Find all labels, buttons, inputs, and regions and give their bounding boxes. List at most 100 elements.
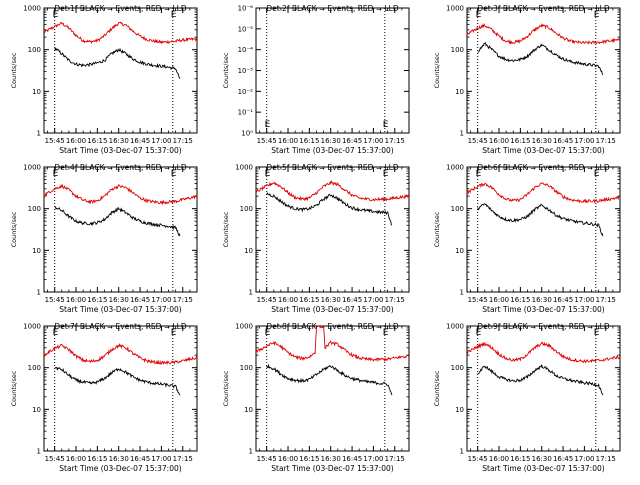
panel-title: Det 9f BLACK = Events, RED = LLD [477, 322, 610, 331]
plot-frame [43, 325, 198, 452]
y-tick-label: 10⁻⁶ [238, 5, 254, 13]
x-axis-label: Start Time (03-Dec-07 15:37:00) [482, 146, 604, 155]
x-tick-label: 17:00 [574, 296, 594, 304]
plot-frame [43, 7, 198, 134]
panel-title: Det 1f BLACK = Events, RED = LLD [54, 4, 187, 13]
x-tick-label: 16:00 [66, 296, 86, 304]
marker-label: E [265, 328, 271, 338]
panel-title: Det 8f BLACK = Events, RED = LLD [266, 322, 399, 331]
y-tick-label: 10⁻³ [238, 67, 254, 75]
y-tick-label: 1 [37, 130, 41, 138]
x-tick-label: 17:15 [596, 137, 616, 145]
x-tick-label: 15:45 [468, 455, 488, 463]
x-tick-label: 16:15 [87, 455, 107, 463]
y-tick-label: 100 [451, 205, 464, 213]
y-tick-label: 1000 [446, 323, 464, 331]
x-tick-label: 17:15 [173, 455, 193, 463]
y-tick-label: 1 [249, 289, 253, 297]
panel-det-9: Det 9f BLACK = Events, RED = LLD Counts/s… [433, 322, 621, 473]
x-tick-label: 16:45 [553, 137, 573, 145]
x-tick-label: 17:00 [574, 137, 594, 145]
y-tick-label: 1000 [446, 5, 464, 13]
series-events-line [477, 364, 604, 396]
x-tick-label: 17:15 [385, 137, 405, 145]
x-tick-label: 16:00 [278, 296, 298, 304]
x-tick-label: 15:45 [257, 296, 277, 304]
y-tick-label: 10 [244, 406, 253, 414]
marker-label: E [171, 10, 177, 20]
series-lld-line [255, 325, 410, 363]
panel-title: Det 3f BLACK = Events, RED = LLD [477, 4, 610, 13]
series-lld-line [466, 341, 621, 364]
x-tick-label: 16:15 [299, 296, 319, 304]
x-tick-label: 16:00 [278, 137, 298, 145]
series-events-line [266, 363, 393, 396]
y-tick-label: 1 [37, 289, 41, 297]
x-tick-label: 17:15 [596, 455, 616, 463]
x-tick-label: 16:15 [510, 296, 530, 304]
marker-label: E [594, 10, 600, 20]
x-tick-label: 17:15 [385, 296, 405, 304]
x-tick-label: 16:30 [321, 455, 341, 463]
x-tick-label: 15:45 [257, 137, 277, 145]
x-tick-label: 16:00 [489, 455, 509, 463]
x-tick-label: 16:45 [130, 455, 150, 463]
y-axis-label: Counts/sec [10, 211, 18, 247]
x-tick-label: 17:15 [596, 296, 616, 304]
x-axis-label: Start Time (03-Dec-07 15:37:00) [271, 305, 393, 314]
x-axis-label: Start Time (03-Dec-07 15:37:00) [482, 464, 604, 473]
x-tick-label: 17:00 [363, 137, 383, 145]
y-tick-label: 10⁻⁴ [238, 46, 254, 54]
panel-det-6: Det 6f BLACK = Events, RED = LLD Counts/s… [433, 163, 621, 314]
y-tick-label: 100 [240, 364, 253, 372]
panel-det-7: Det 7f BLACK = Events, RED = LLD Counts/s… [10, 322, 198, 473]
x-tick-label: 16:45 [342, 137, 362, 145]
x-tick-label: 16:15 [299, 455, 319, 463]
marker-label: E [476, 328, 482, 338]
x-tick-label: 16:30 [532, 455, 552, 463]
y-tick-label: 10 [455, 88, 464, 96]
x-tick-label: 16:30 [321, 137, 341, 145]
x-tick-label: 16:15 [299, 137, 319, 145]
marker-label: E [265, 120, 271, 130]
x-tick-label: 15:45 [468, 296, 488, 304]
x-tick-label: 16:45 [130, 296, 150, 304]
series-lld-line [43, 21, 198, 45]
y-tick-label: 10⁻¹ [238, 109, 254, 117]
marker-label: E [53, 10, 59, 20]
x-tick-label: 16:00 [489, 137, 509, 145]
marker-label: E [171, 328, 177, 338]
y-tick-label: 10 [32, 88, 41, 96]
x-tick-label: 17:15 [173, 137, 193, 145]
x-tick-label: 17:00 [151, 137, 171, 145]
y-tick-label: 1000 [235, 164, 253, 172]
y-tick-label: 1000 [23, 323, 41, 331]
plot-frame [466, 166, 621, 293]
x-tick-label: 16:45 [553, 296, 573, 304]
y-axis-label: Counts/sec [433, 52, 441, 88]
marker-label: E [383, 328, 389, 338]
series-events-line [477, 41, 604, 76]
x-tick-label: 15:45 [45, 455, 65, 463]
series-lld-line [255, 180, 410, 203]
y-tick-label: 100 [451, 46, 464, 54]
x-tick-label: 17:00 [363, 455, 383, 463]
plot-frame [255, 7, 410, 134]
series-events-line [54, 205, 181, 237]
x-tick-label: 16:45 [342, 455, 362, 463]
y-tick-label: 1000 [446, 164, 464, 172]
y-tick-label: 10⁻² [238, 88, 254, 96]
x-tick-label: 16:00 [66, 137, 86, 145]
x-tick-label: 16:30 [532, 296, 552, 304]
panel-title: Det 4f BLACK = Events, RED = LLD [54, 163, 187, 172]
marker-label: E [265, 169, 271, 179]
panel-det-4: Det 4f BLACK = Events, RED = LLD Counts/s… [10, 163, 198, 314]
panel-det-5: Det 5f BLACK = Events, RED = LLD Counts/s… [222, 163, 410, 314]
plot-frame [255, 325, 410, 452]
marker-label: E [476, 10, 482, 20]
marker-label: E [53, 169, 59, 179]
marker-label: E [53, 328, 59, 338]
panel-title: Det 2f BLACK = Events, RED = LLD [266, 4, 399, 13]
marker-label: E [383, 169, 389, 179]
y-tick-label: 1 [37, 448, 41, 456]
